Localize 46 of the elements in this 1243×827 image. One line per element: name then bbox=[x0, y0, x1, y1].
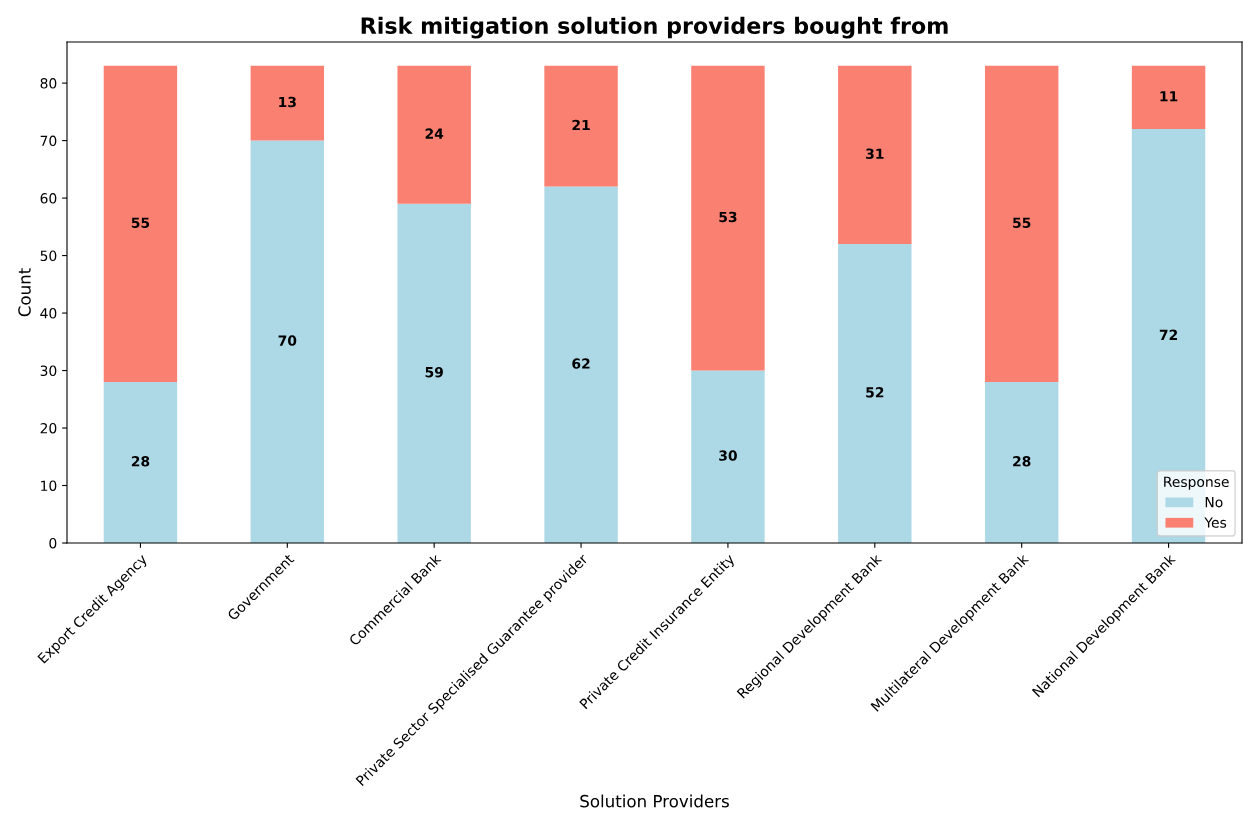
bar bbox=[1131, 65, 1206, 130]
data-label: 55 bbox=[1013, 217, 1031, 228]
bar bbox=[250, 65, 325, 141]
y-tick-label: 20 bbox=[40, 422, 57, 434]
data-label: 52 bbox=[866, 387, 884, 398]
data-label: 21 bbox=[572, 119, 590, 131]
bar bbox=[103, 65, 178, 383]
data-label: 72 bbox=[1159, 329, 1178, 340]
bar bbox=[544, 65, 618, 187]
y-tick-label: 80 bbox=[40, 78, 57, 89]
data-label: 59 bbox=[425, 366, 443, 378]
legend-label: Yes bbox=[1204, 517, 1227, 528]
legend-label: No bbox=[1205, 497, 1223, 508]
data-label: 31 bbox=[866, 148, 884, 159]
y-tick-label: 10 bbox=[41, 480, 57, 491]
data-label: 11 bbox=[1160, 91, 1178, 102]
y-tick-label: 50 bbox=[40, 250, 57, 262]
data-label: 28 bbox=[1013, 456, 1031, 467]
y-axis-title: Count bbox=[18, 268, 31, 317]
y-tick-label: 0 bbox=[49, 537, 57, 549]
data-label: 24 bbox=[425, 128, 444, 139]
bar bbox=[397, 203, 471, 543]
data-label: 28 bbox=[131, 456, 150, 467]
bar bbox=[984, 65, 1059, 383]
data-label: 55 bbox=[131, 217, 150, 228]
y-tick-label: 30 bbox=[40, 365, 57, 377]
bar bbox=[103, 382, 178, 543]
y-tick-label: 60 bbox=[40, 193, 57, 204]
bar bbox=[544, 186, 618, 543]
legend-title: Response bbox=[1164, 476, 1229, 490]
bar bbox=[838, 65, 912, 245]
bar bbox=[397, 65, 471, 204]
data-label: 53 bbox=[719, 211, 737, 223]
bar bbox=[250, 140, 325, 543]
chart-title: Risk mitigation solution providers bought from bbox=[361, 16, 948, 39]
data-label: 70 bbox=[278, 335, 297, 346]
bar bbox=[984, 382, 1059, 543]
data-label: 13 bbox=[279, 96, 296, 108]
y-tick-label: 40 bbox=[40, 308, 57, 319]
data-label: 30 bbox=[719, 450, 737, 461]
y-tick-label: 70 bbox=[40, 135, 57, 147]
data-label: 62 bbox=[572, 358, 590, 369]
bar bbox=[691, 370, 765, 543]
x-axis-title: Solution Providers bbox=[580, 794, 729, 808]
bar bbox=[838, 244, 912, 543]
bar bbox=[691, 65, 765, 371]
